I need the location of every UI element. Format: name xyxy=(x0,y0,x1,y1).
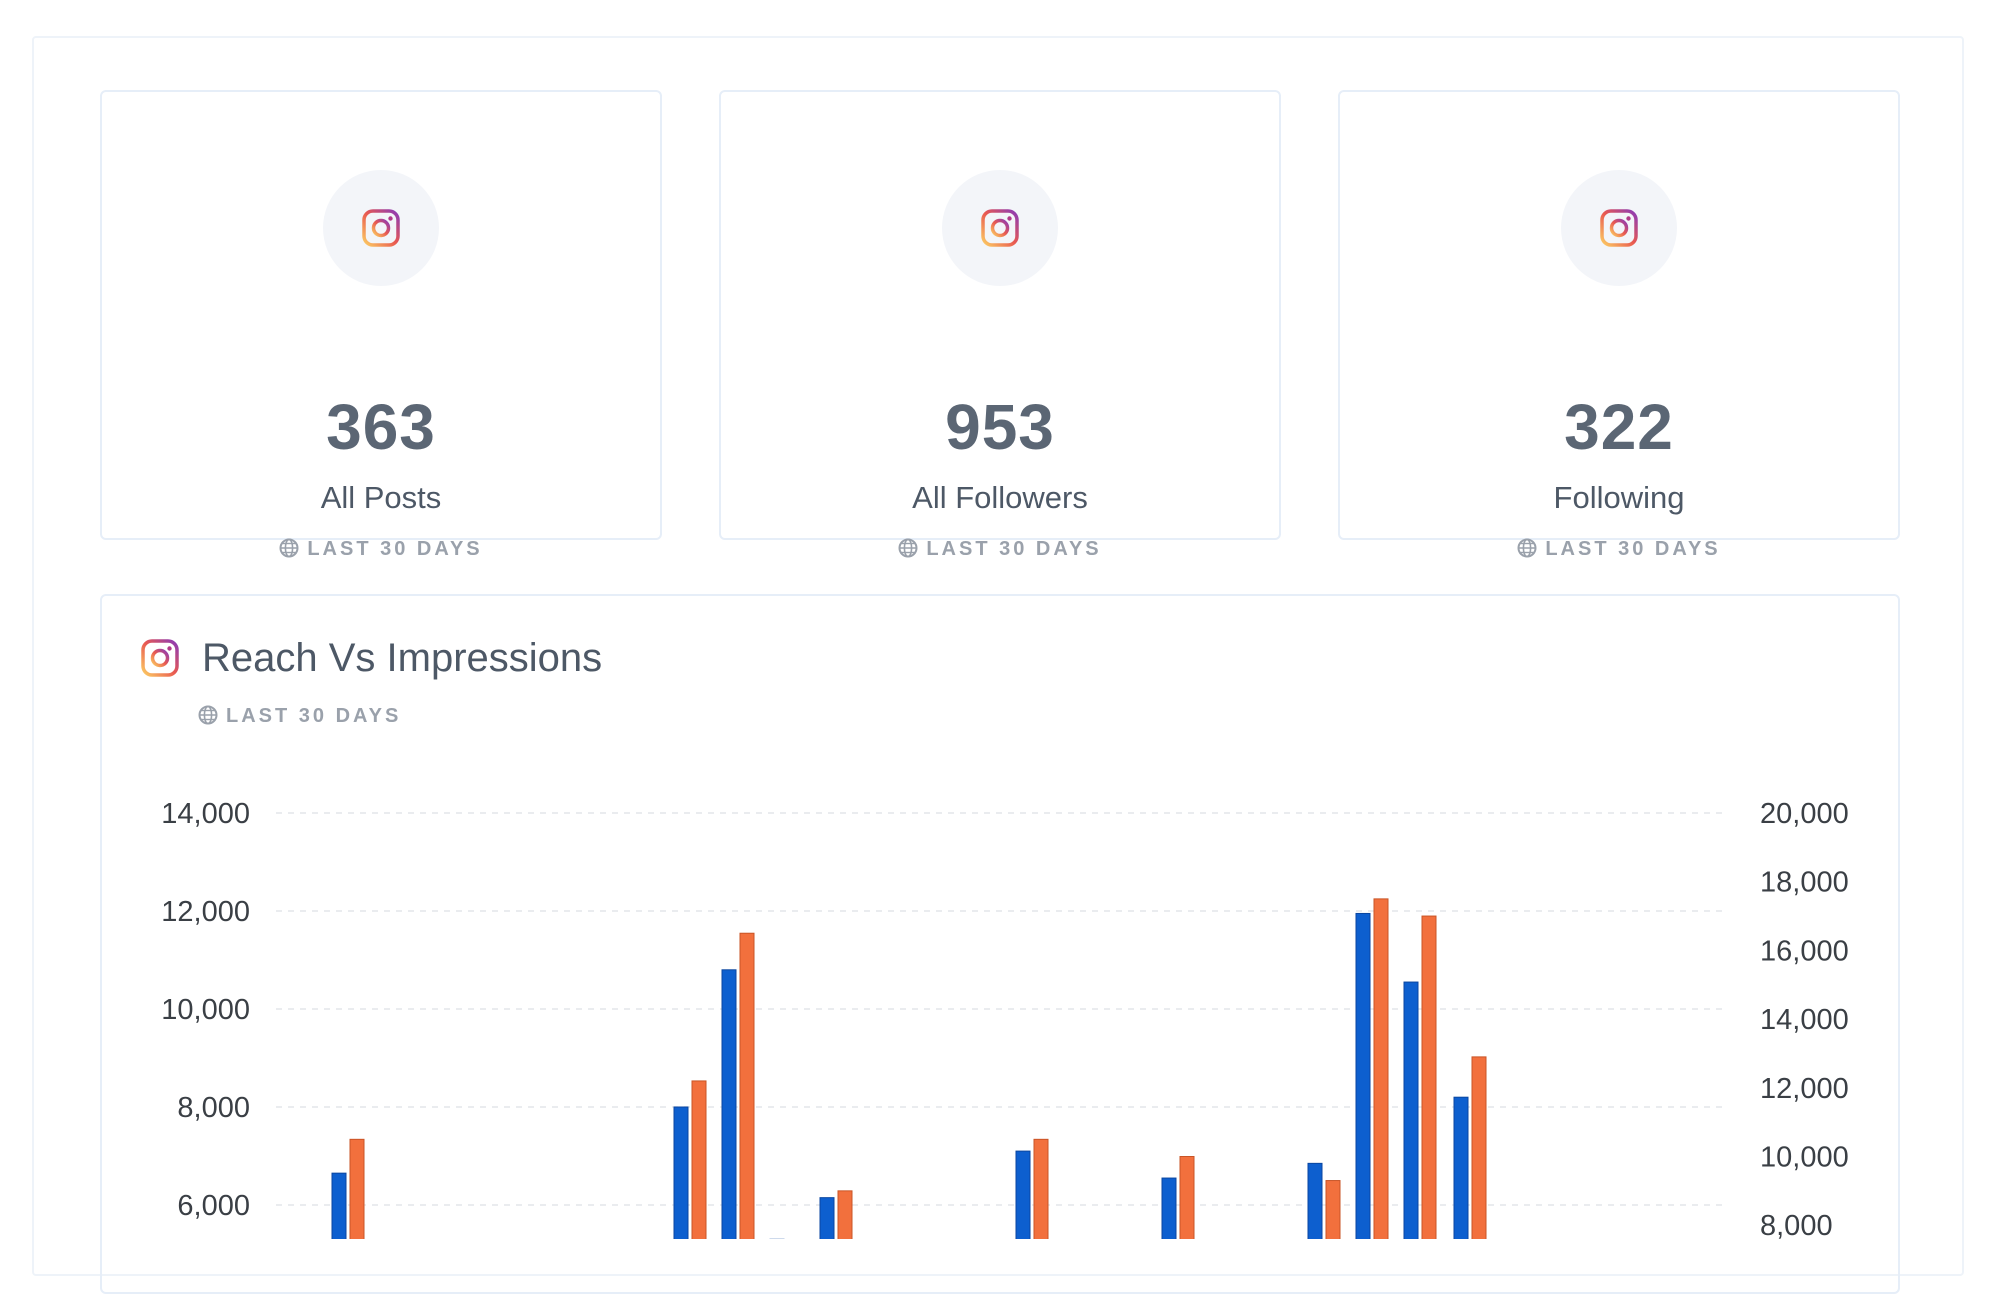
impressions-bar xyxy=(1373,898,1389,1239)
stat-period-label: LAST 30 DAYS xyxy=(926,538,1102,560)
left-axis-tick-label: 8,000 xyxy=(177,1092,250,1124)
instagram-icon xyxy=(1600,209,1638,247)
globe-icon xyxy=(198,705,218,725)
stat-period-label: LAST 30 DAYS xyxy=(307,538,483,560)
stat-card-followers: 953 All Followers LAST 30 DAYS xyxy=(719,90,1281,560)
stat-value: 363 xyxy=(326,391,436,463)
stat-label: All Followers xyxy=(912,480,1088,515)
instagram-icon-circle xyxy=(1561,170,1677,286)
instagram-icon xyxy=(362,209,400,247)
reach-bar xyxy=(673,1106,689,1239)
chart-period-label: LAST 30 DAYS xyxy=(226,705,402,727)
stat-label: Following xyxy=(1553,480,1685,515)
globe-icon xyxy=(1517,538,1537,558)
right-axis-tick-label: 14,000 xyxy=(1760,1004,1849,1036)
chart-period: LAST 30 DAYS xyxy=(198,705,401,728)
instagram-icon xyxy=(981,209,1019,247)
reach-bar xyxy=(1403,981,1419,1239)
instagram-icon-circle xyxy=(323,170,439,286)
stat-card-posts: 363 All Posts LAST 30 DAYS xyxy=(100,90,662,560)
right-axis-tick-label: 12,000 xyxy=(1760,1073,1849,1105)
globe-icon xyxy=(898,538,918,558)
impressions-bar xyxy=(349,1138,365,1239)
right-axis-tick-label: 18,000 xyxy=(1760,867,1849,899)
stat-value: 953 xyxy=(945,391,1055,463)
impressions-bar xyxy=(1179,1156,1195,1239)
stat-value: 322 xyxy=(1564,391,1674,463)
reach-impressions-chart: 14,000 12,000 10,000 8,000 6,000 20,000 18,000… xyxy=(161,798,1849,1239)
stat-period: LAST 30 DAYS xyxy=(721,538,1279,561)
impressions-bar xyxy=(739,932,755,1239)
impressions-bar xyxy=(1033,1138,1049,1239)
stat-period: LAST 30 DAYS xyxy=(102,538,660,561)
right-axis-tick-label: 8,000 xyxy=(1760,1210,1833,1239)
reach-bar xyxy=(1015,1150,1031,1239)
instagram-icon xyxy=(141,639,179,677)
impressions-bar xyxy=(1421,915,1437,1239)
instagram-icon-circle xyxy=(942,170,1058,286)
reach-bar xyxy=(721,969,737,1239)
left-axis-tick-label: 10,000 xyxy=(161,994,250,1026)
reach-bar xyxy=(1307,1162,1323,1239)
reach-bar xyxy=(1161,1177,1177,1239)
reach-bar xyxy=(331,1172,347,1239)
stat-period: LAST 30 DAYS xyxy=(1340,538,1898,561)
left-axis-tick-label: 6,000 xyxy=(177,1190,250,1222)
left-axis-tick-label: 12,000 xyxy=(161,896,250,928)
left-axis-tick-label: 14,000 xyxy=(161,798,250,830)
impressions-bar xyxy=(837,1190,853,1239)
impressions-bar xyxy=(1325,1180,1341,1239)
chart-title: Reach Vs Impressions xyxy=(202,636,603,680)
right-axis-tick-label: 10,000 xyxy=(1760,1142,1849,1174)
stat-period-label: LAST 30 DAYS xyxy=(1545,538,1721,560)
globe-icon xyxy=(279,538,299,558)
reach-bar xyxy=(1355,912,1371,1239)
right-axis-tick-label: 20,000 xyxy=(1760,798,1849,830)
reach-bar xyxy=(819,1197,835,1239)
reach-bar xyxy=(1453,1096,1469,1239)
stat-label: All Posts xyxy=(320,480,442,515)
impressions-bar xyxy=(691,1080,707,1239)
stat-card-following: 322 Following LAST 30 DAYS xyxy=(1338,90,1900,560)
impressions-bar xyxy=(1471,1056,1487,1239)
right-axis-tick-label: 16,000 xyxy=(1760,935,1849,967)
